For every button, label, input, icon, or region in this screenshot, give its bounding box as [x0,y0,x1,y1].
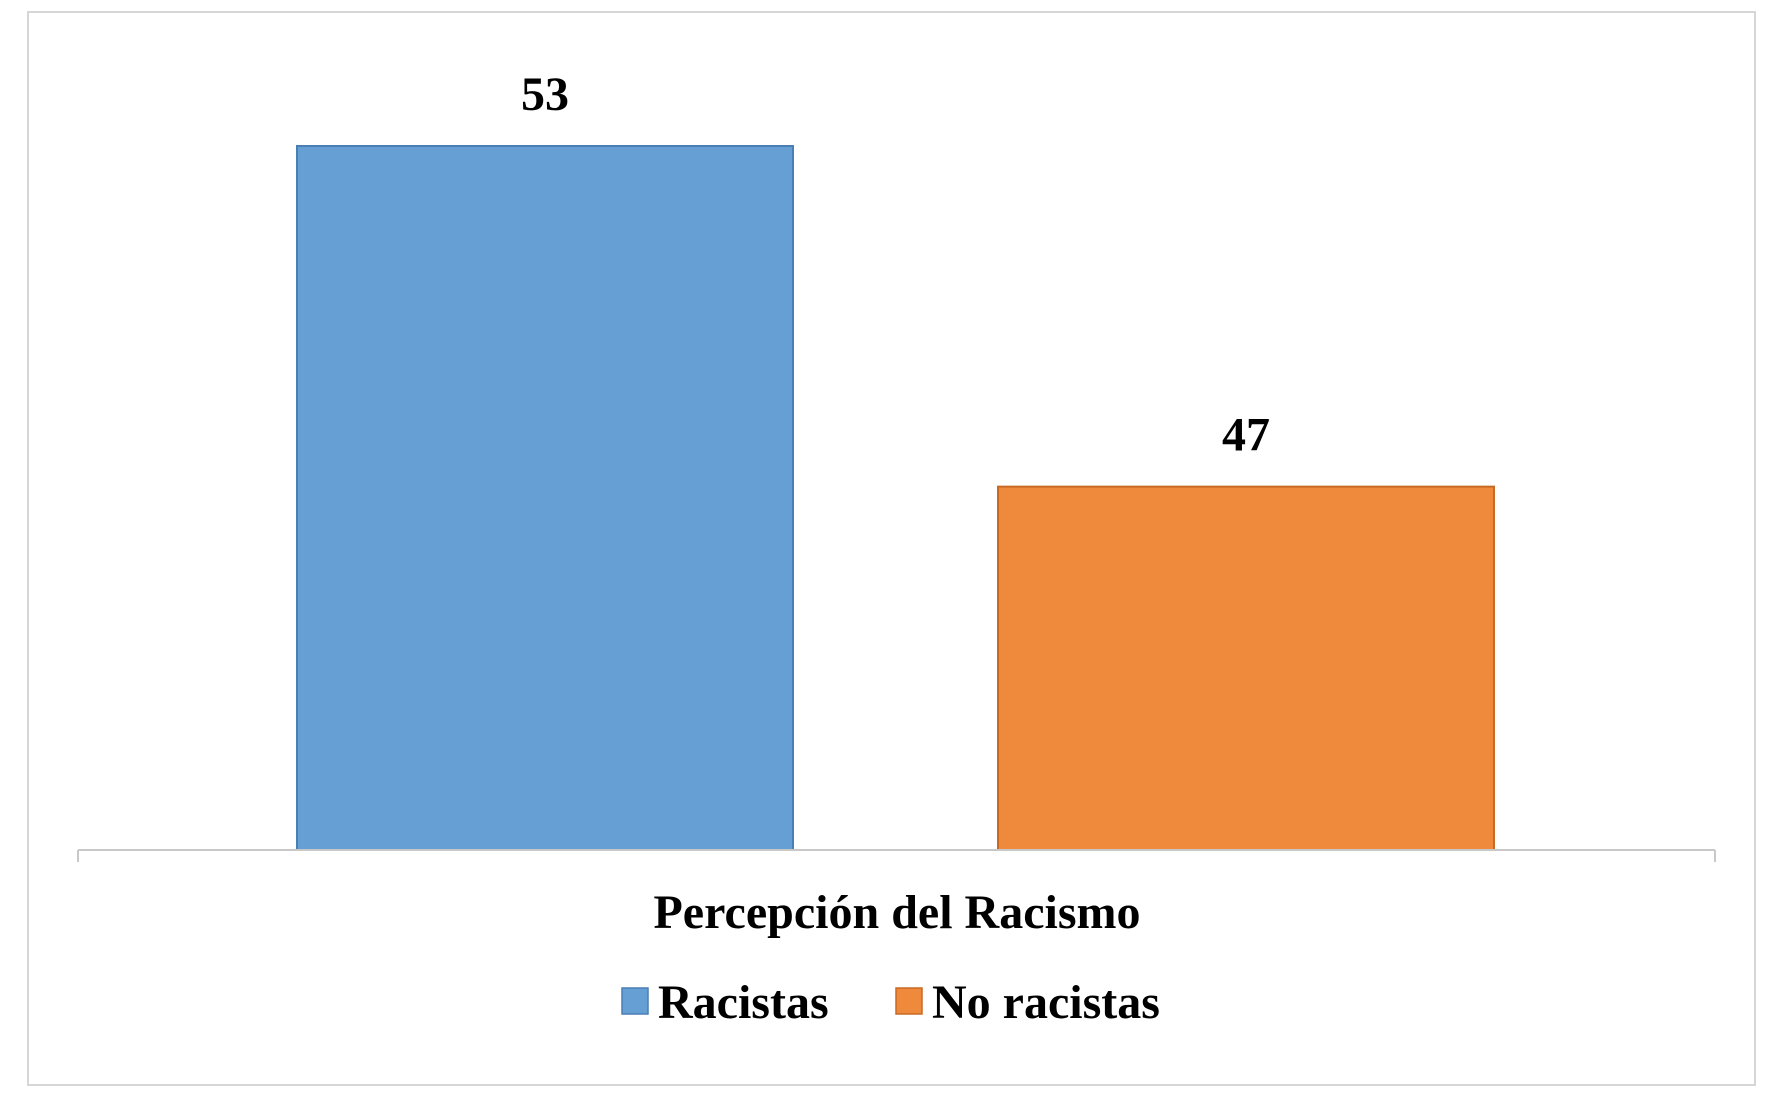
legend-label-no-racistas: No racistas [932,976,1160,1029]
legend-label-racistas: Racistas [658,976,829,1029]
bar-racistas [296,145,794,851]
legend-swatch-racistas [621,987,649,1015]
bars-layer [296,145,1495,851]
legend-swatch-no-racistas [895,987,923,1015]
bar-no-racistas [997,485,1495,851]
data-labels-layer: 53 47 [521,68,1270,462]
data-label-racistas: 53 [521,68,569,121]
x-axis-title: Percepción del Racismo [653,886,1140,939]
legend: Racistas No racistas [621,976,1160,1029]
data-label-no-racistas: 47 [1222,409,1270,462]
